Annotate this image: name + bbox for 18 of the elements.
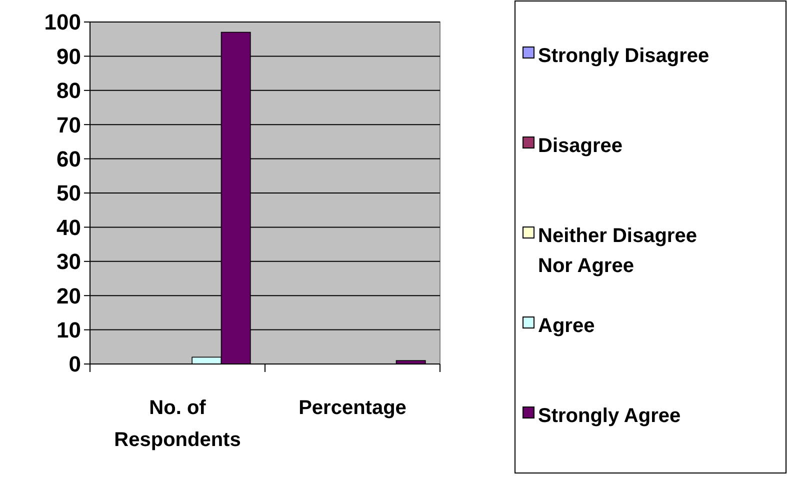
legend-label: Strongly Agree	[538, 405, 681, 427]
y-tick-label: 100	[44, 10, 81, 35]
y-tick-label: 40	[56, 214, 81, 240]
legend-label: Strongly Disagree	[538, 45, 710, 67]
legend-label: Disagree	[538, 135, 622, 157]
legend-label: Neither Disagree Nor Agree	[538, 225, 697, 277]
legend-label: Agree	[538, 315, 595, 337]
x-tick-label: Percentage	[298, 397, 406, 419]
y-tick-label: 20	[56, 283, 81, 308]
y-tick-label: 10	[56, 318, 81, 342]
y-tick-label: 80	[56, 78, 81, 104]
y-tick-label: 90	[56, 44, 81, 69]
y-tick-label: 50	[56, 180, 81, 206]
y-tick-label: 60	[56, 146, 81, 172]
x-tick-label: No. of Respondents	[114, 397, 241, 451]
y-tick-label: 30	[56, 249, 81, 274]
y-tick-label: 70	[56, 112, 81, 138]
y-tick-label: 0	[68, 352, 81, 377]
